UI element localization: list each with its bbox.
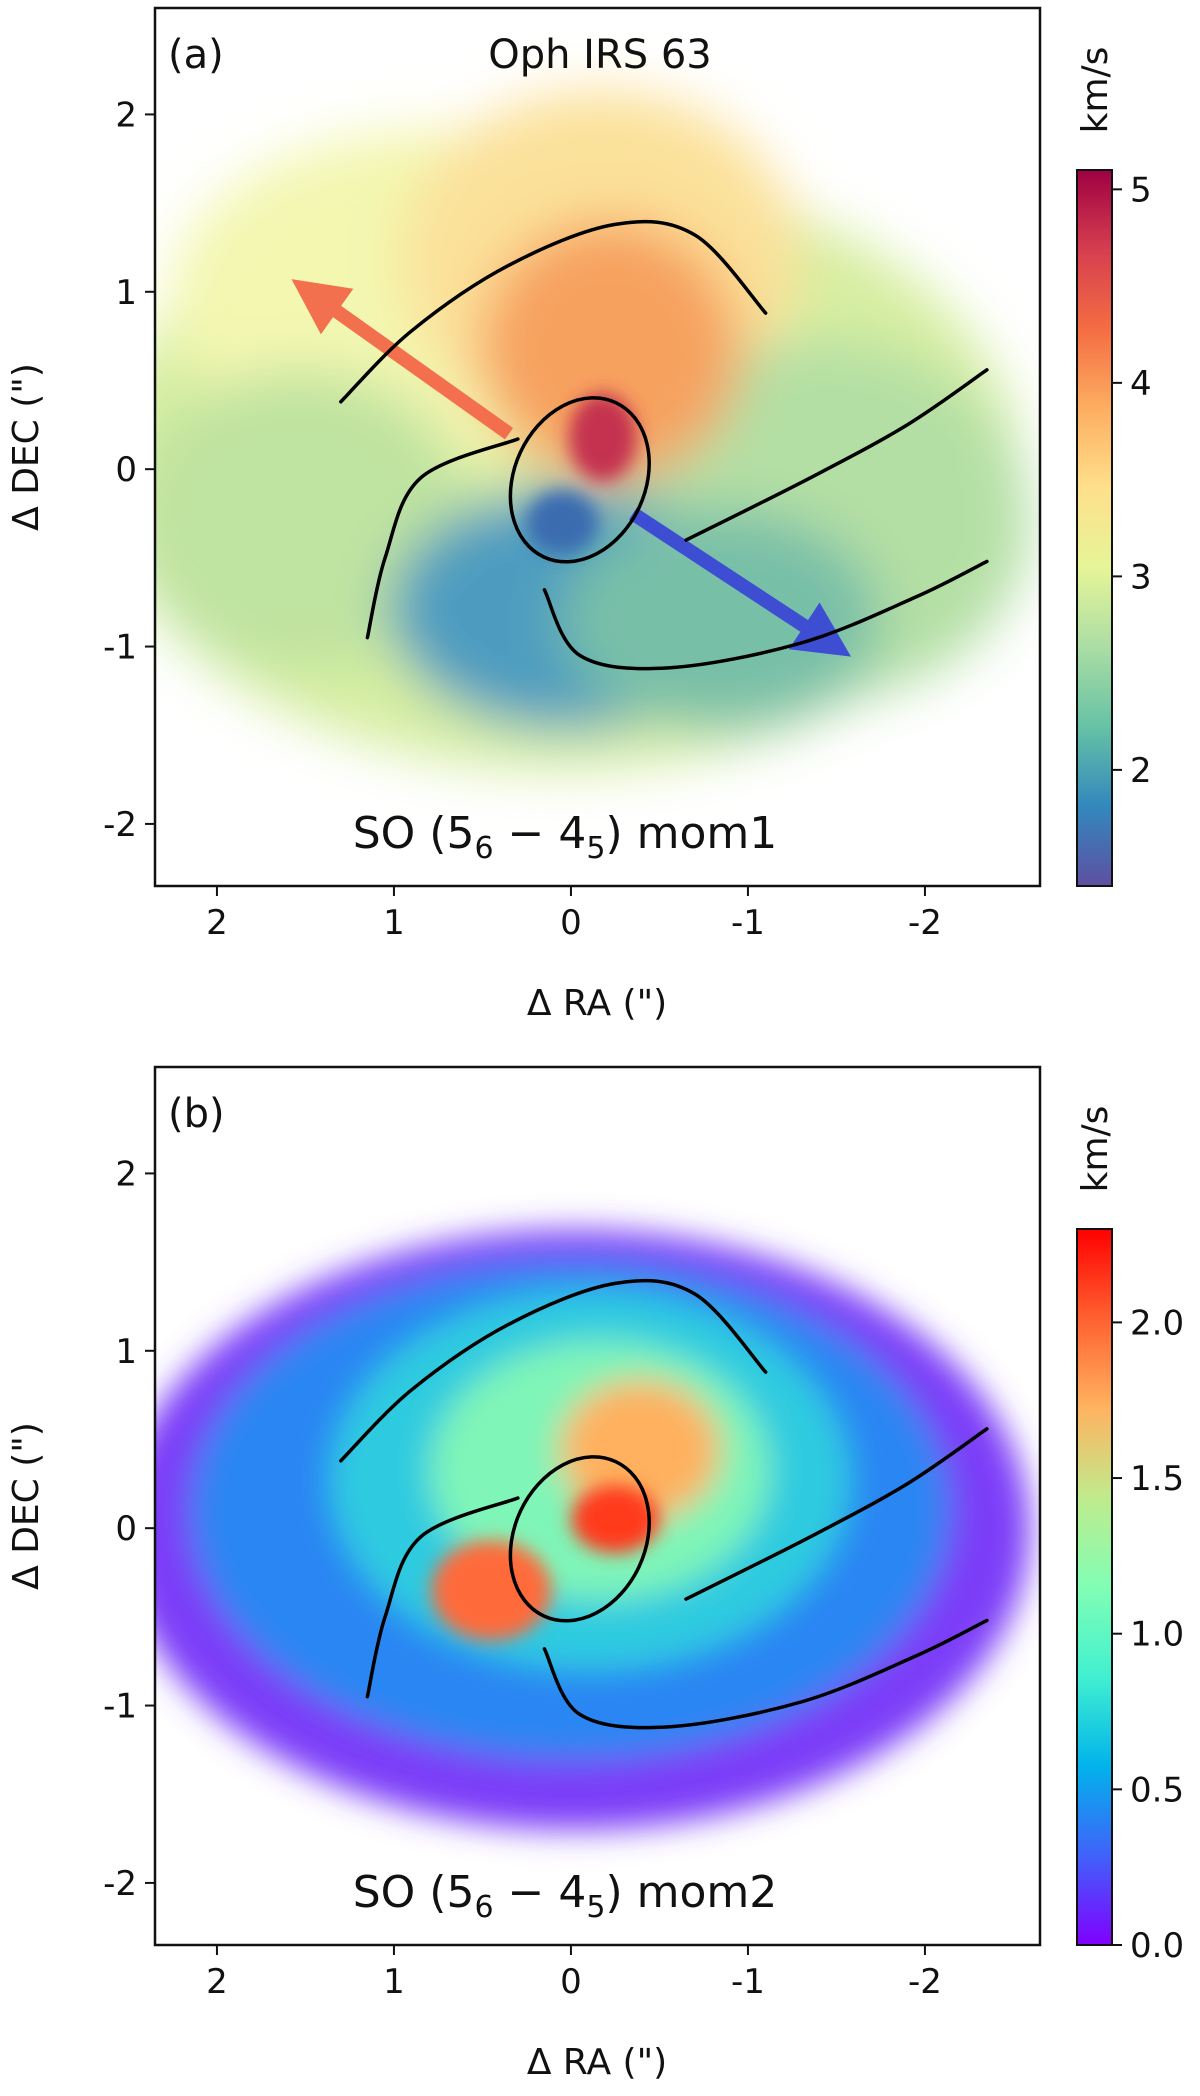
central-ellipse: [508, 1455, 651, 1623]
outflow-arrows: [291, 279, 852, 657]
emission-red-lobe-a: [480, 220, 740, 480]
colorbar-tick-label: 1.5: [1130, 1459, 1184, 1499]
blueshifted-outflow-arrow: [629, 507, 852, 657]
x-tick-label: 0: [560, 903, 582, 943]
x-axis-ticks-b: 2 1 0 -1 -2: [206, 1945, 942, 2002]
high-dispersion-core: [571, 1485, 660, 1554]
colorbar-tick-label: 1.0: [1130, 1615, 1184, 1655]
north-arc: [339, 1278, 768, 1463]
y-tick-label: 0: [115, 450, 137, 490]
emission-hot-b: [560, 1380, 720, 1520]
west-arc: [684, 1427, 989, 1601]
colorbar-tick-label: 4: [1130, 364, 1152, 404]
blueshifted-core: [526, 490, 599, 555]
y-tick-label: 1: [115, 273, 137, 313]
heatmap-a-cores: [526, 393, 637, 555]
x-tick-label: -1: [731, 1962, 765, 2002]
y-tick-label: 0: [115, 1509, 137, 1549]
x-axis-label-a: Δ RA ("): [527, 983, 667, 1024]
plot-frame-b: [153, 1065, 1042, 1947]
emission-east-a: [155, 370, 470, 670]
east-arc: [365, 1496, 520, 1699]
x-axis-label-b: Δ RA ("): [527, 2042, 667, 2083]
heatmap-b-cores: [431, 1485, 660, 1641]
y-axis-ticks-a: 2 1 0 -1 -2: [103, 95, 155, 845]
redshifted-outflow-arrow: [291, 279, 514, 440]
x-tick-label: 2: [206, 903, 228, 943]
emission-blue-extension-a: [560, 510, 880, 730]
y-axis-label-a: Δ DEC ("): [6, 363, 47, 531]
panel-label-a: (a): [168, 32, 224, 78]
y-tick-label: 2: [115, 1154, 137, 1194]
east-arc: [365, 437, 520, 640]
high-dispersion-southeast: [431, 1540, 552, 1641]
south-arc: [542, 559, 989, 671]
colorbar-label-b: km/s: [1075, 1106, 1116, 1193]
y-tick-label: 2: [115, 95, 137, 135]
y-tick-label: 1: [115, 1332, 137, 1372]
colorbar-tick-label: 5: [1130, 170, 1152, 210]
colorbar-b: [1076, 1228, 1113, 1946]
transition-label-a: SO (56 − 45) mom1: [353, 808, 778, 866]
y-tick-label: -2: [103, 1864, 137, 1904]
x-tick-label: 0: [560, 1962, 582, 2002]
x-tick-label: 2: [206, 1962, 228, 2002]
colorbar-ticks-a: 2 3 4 5: [1112, 170, 1152, 791]
panel-label-b: (b): [168, 1091, 225, 1137]
y-axis-label-b: Δ DEC ("): [6, 1422, 47, 1590]
colorbar-tick-label: 2.0: [1130, 1303, 1184, 1343]
colorbar-tick-label: 2: [1130, 751, 1152, 791]
north-arc: [339, 219, 768, 404]
colorbar-tick-label: 3: [1130, 557, 1152, 597]
x-tick-label: 1: [383, 1962, 405, 2002]
heatmap-b: [155, 1067, 1040, 1945]
chart-title: Oph IRS 63: [488, 32, 712, 78]
x-tick-label: 1: [383, 903, 405, 943]
colorbar-tick-label: 0.5: [1130, 1770, 1184, 1810]
west-arc: [684, 368, 989, 542]
x-tick-label: -1: [731, 903, 765, 943]
heatmap-a: [155, 8, 1040, 886]
y-tick-label: -1: [103, 628, 137, 668]
transition-label-b: SO (56 − 45) mom2: [353, 1867, 778, 1925]
panel-a: 2 1 0 -1 -2 2 1 0 -1 -2 (a) Oph IRS 63 SO (56 − …: [6, 6, 1152, 1024]
colorbar-label-a: km/s: [1075, 47, 1116, 134]
panel-b: 2 1 0 -1 -2 2 1 0 -1 -2 (b) SO (56 − 45) mom2 Δ …: [6, 1065, 1184, 2083]
colorbar-ticks-b: 0.0 0.5 1.0 1.5 2.0: [1112, 1303, 1184, 1966]
redshifted-core: [568, 393, 637, 482]
spiral-arm-overlay: [339, 219, 989, 671]
south-arc: [542, 1618, 989, 1730]
plot-frame-a: [153, 6, 1042, 888]
x-axis-ticks-a: 2 1 0 -1 -2: [206, 886, 942, 943]
colorbar-a: [1076, 169, 1113, 887]
central-ellipse: [508, 396, 651, 564]
y-tick-label: -2: [103, 805, 137, 845]
spiral-arm-overlay: [339, 1278, 989, 1730]
colorbar-tick-label: 0.0: [1130, 1926, 1184, 1966]
x-tick-label: -2: [908, 903, 942, 943]
y-tick-label: -1: [103, 1687, 137, 1727]
x-tick-label: -2: [908, 1962, 942, 2002]
y-axis-ticks-b: 2 1 0 -1 -2: [103, 1154, 155, 1904]
